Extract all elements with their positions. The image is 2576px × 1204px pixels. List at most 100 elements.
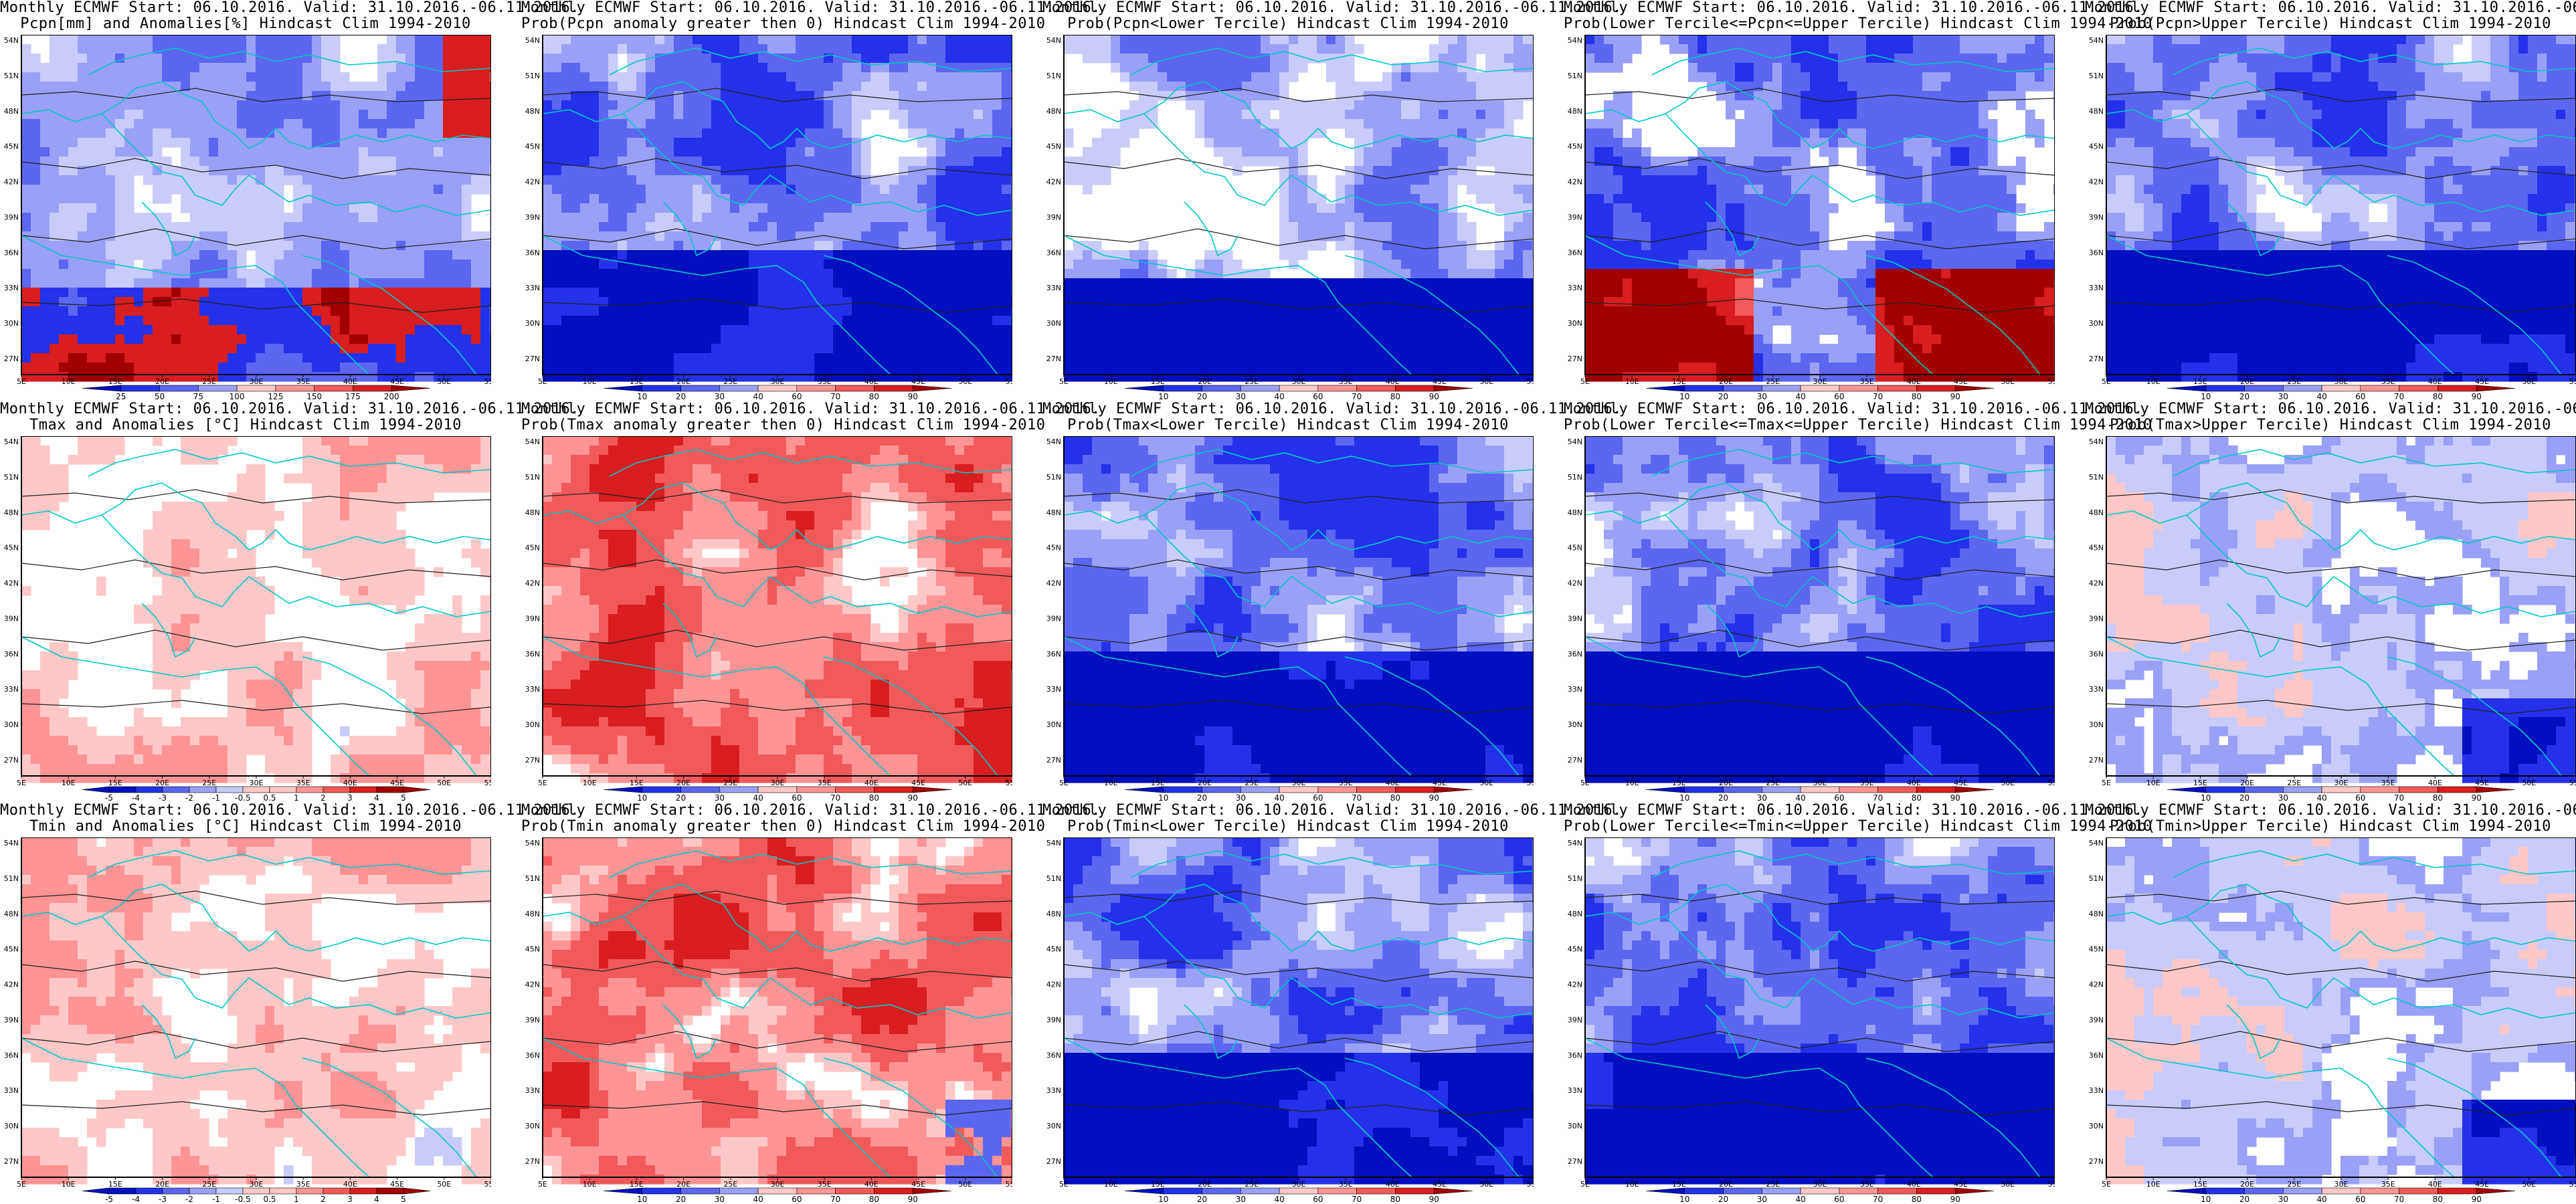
forecast-map: 5E10E15E20E25E30E35E40E45E50E55E27N30N33… — [4, 436, 491, 803]
coastline — [1665, 482, 2055, 550]
panel-title: Monthly ECMWF Start: 06.10.2016. Valid: … — [0, 401, 579, 433]
contour-line — [542, 700, 1012, 714]
lat-tick-label: 36N — [525, 649, 540, 658]
colorbar-swatch — [1800, 786, 1840, 793]
lon-tick-label: 15E — [1151, 779, 1165, 787]
coastline — [88, 47, 491, 76]
lon-tick-label: 55E — [484, 1180, 491, 1189]
colorbar-swatch — [2360, 385, 2399, 392]
lon-tick-label: 5E — [2102, 779, 2111, 787]
colorbar-label: 70 — [1352, 793, 1362, 803]
contour-line — [2106, 890, 2576, 905]
panel-title-line-1: Monthly ECMWF Start: 06.10.2016. Valid: … — [0, 803, 579, 819]
colorbar-swatch — [2437, 385, 2477, 392]
lon-tick-label: 50E — [2001, 1180, 2015, 1189]
lat-tick-label: 30N — [1046, 1122, 1061, 1130]
colorbar: 10 20 30 40 60 70 80 90 — [603, 786, 952, 803]
lon-tick-label: 50E — [1479, 1180, 1493, 1189]
lat-tick-label: 30N — [2089, 319, 2104, 328]
lon-tick-label: 30E — [2334, 1180, 2349, 1189]
lon-tick-label: 30E — [1292, 377, 1306, 386]
lon-tick-label: 20E — [1719, 779, 1733, 787]
contour-line — [542, 298, 1012, 313]
lat-tick-label: 39N — [1568, 213, 1582, 221]
lat-tick-label: 33N — [1568, 1086, 1582, 1095]
colorbar-swatch — [1877, 1187, 1917, 1195]
coastline — [141, 603, 196, 658]
colorbar-label: 30 — [1757, 392, 1767, 401]
colorbar: 10 20 30 40 60 70 80 90 — [1645, 786, 1995, 803]
lon-tick-label: 20E — [2240, 1180, 2254, 1189]
contour-line — [21, 559, 491, 581]
contour-line — [542, 158, 1012, 179]
map-panel: Monthly ECMWF Start: 06.10.2016. Valid: … — [2085, 401, 2576, 803]
lat-tick-label: 33N — [1046, 685, 1061, 694]
colorbar-label: 60 — [792, 1195, 802, 1204]
lat-tick-label: 48N — [4, 107, 19, 116]
contour-line — [21, 88, 491, 102]
contour-line — [542, 559, 1012, 581]
lon-tick-label: 35E — [1339, 377, 1353, 386]
lat-tick-label: 27N — [525, 756, 540, 765]
lon-tick-label: 25E — [1245, 1180, 1259, 1189]
colorbar-swatch — [1877, 786, 1917, 793]
coastline — [622, 884, 1012, 952]
coastline — [542, 109, 1012, 216]
lon-tick-label: 15E — [1151, 377, 1165, 386]
contour-line — [21, 961, 491, 982]
colorbar-swatch — [1279, 385, 1319, 392]
panel-title-line-2: Prob(Tmin anomaly greater then 0) Hindca… — [521, 819, 1045, 835]
panel-title: Monthly ECMWF Start: 06.10.2016. Valid: … — [521, 401, 1100, 433]
lon-tick-label: 45E — [2475, 779, 2489, 787]
lat-tick-label: 54N — [4, 839, 19, 847]
contour-line — [1584, 1031, 2055, 1052]
map-panel: Monthly ECMWF Start: 06.10.2016. Valid: … — [1564, 803, 2152, 1204]
colorbar-label: 40 — [753, 1195, 763, 1204]
colorbar-swatch — [2399, 786, 2438, 793]
colorbar-label: 10 — [637, 392, 647, 401]
contour-line — [1063, 88, 1534, 102]
lon-tick-label: 55E — [1527, 1180, 1534, 1189]
lat-tick-label: 27N — [1046, 1157, 1061, 1166]
lon-tick-label: 15E — [630, 1180, 644, 1189]
colorbar-label: -4 — [132, 793, 140, 803]
lon-tick-label: 20E — [676, 377, 691, 386]
lat-tick-label: 36N — [1568, 1051, 1582, 1060]
colorbar-swatch — [1124, 1187, 1164, 1195]
colorbar: 10 20 30 40 60 70 80 90 — [1645, 385, 1995, 401]
panel-title: Monthly ECMWF Start: 06.10.2016. Valid: … — [0, 0, 579, 32]
colorbar-label: -1 — [212, 1195, 220, 1204]
lat-tick-label: 33N — [1046, 1086, 1061, 1095]
colorbar-swatch — [1723, 385, 1762, 392]
lat-tick-label: 48N — [2089, 508, 2104, 517]
colorbar-swatch — [757, 1187, 798, 1195]
colorbar: 10 20 30 40 60 70 80 90 — [603, 385, 952, 401]
lon-tick-label: 5E — [1059, 377, 1069, 386]
lat-tick-label: 33N — [1568, 685, 1582, 694]
colorbar-swatch — [135, 1187, 163, 1195]
lon-tick-label: 35E — [1860, 1180, 1874, 1189]
contour-line — [1063, 559, 1534, 581]
colorbar-label: 70 — [1352, 1195, 1362, 1204]
map-panel: Monthly ECMWF Start: 06.10.2016. Valid: … — [1042, 803, 1621, 1204]
colorbar-swatch — [1279, 1187, 1319, 1195]
lon-tick-label: 10E — [1625, 779, 1639, 787]
colorbar-label: 70 — [2394, 793, 2404, 803]
forecast-map: 5E10E15E20E25E30E35E40E45E50E55E27N30N33… — [525, 837, 1012, 1204]
panel-title-line-1: Monthly ECMWF Start: 06.10.2016. Valid: … — [2085, 803, 2576, 819]
lat-tick-label: 33N — [2089, 1086, 2104, 1095]
lon-tick-label: 45E — [1954, 779, 1968, 787]
lon-tick-label: 5E — [538, 1180, 547, 1189]
coastline — [1651, 47, 2055, 76]
coastline — [542, 636, 891, 777]
colorbar-swatch — [403, 1187, 431, 1195]
coastline — [302, 656, 477, 777]
lat-tick-label: 42N — [1568, 981, 1582, 989]
colorbar-swatch — [2167, 786, 2207, 793]
colorbar: 10 20 30 40 60 70 80 90 — [1124, 385, 1473, 401]
lon-tick-label: 50E — [2522, 779, 2536, 787]
forecast-map: 5E10E15E20E25E30E35E40E45E50E55E27N30N33… — [2089, 35, 2576, 401]
colorbar-label: 30 — [1236, 793, 1246, 803]
field-shading — [1585, 837, 2055, 1185]
colorbar-label: 200 — [384, 392, 399, 401]
